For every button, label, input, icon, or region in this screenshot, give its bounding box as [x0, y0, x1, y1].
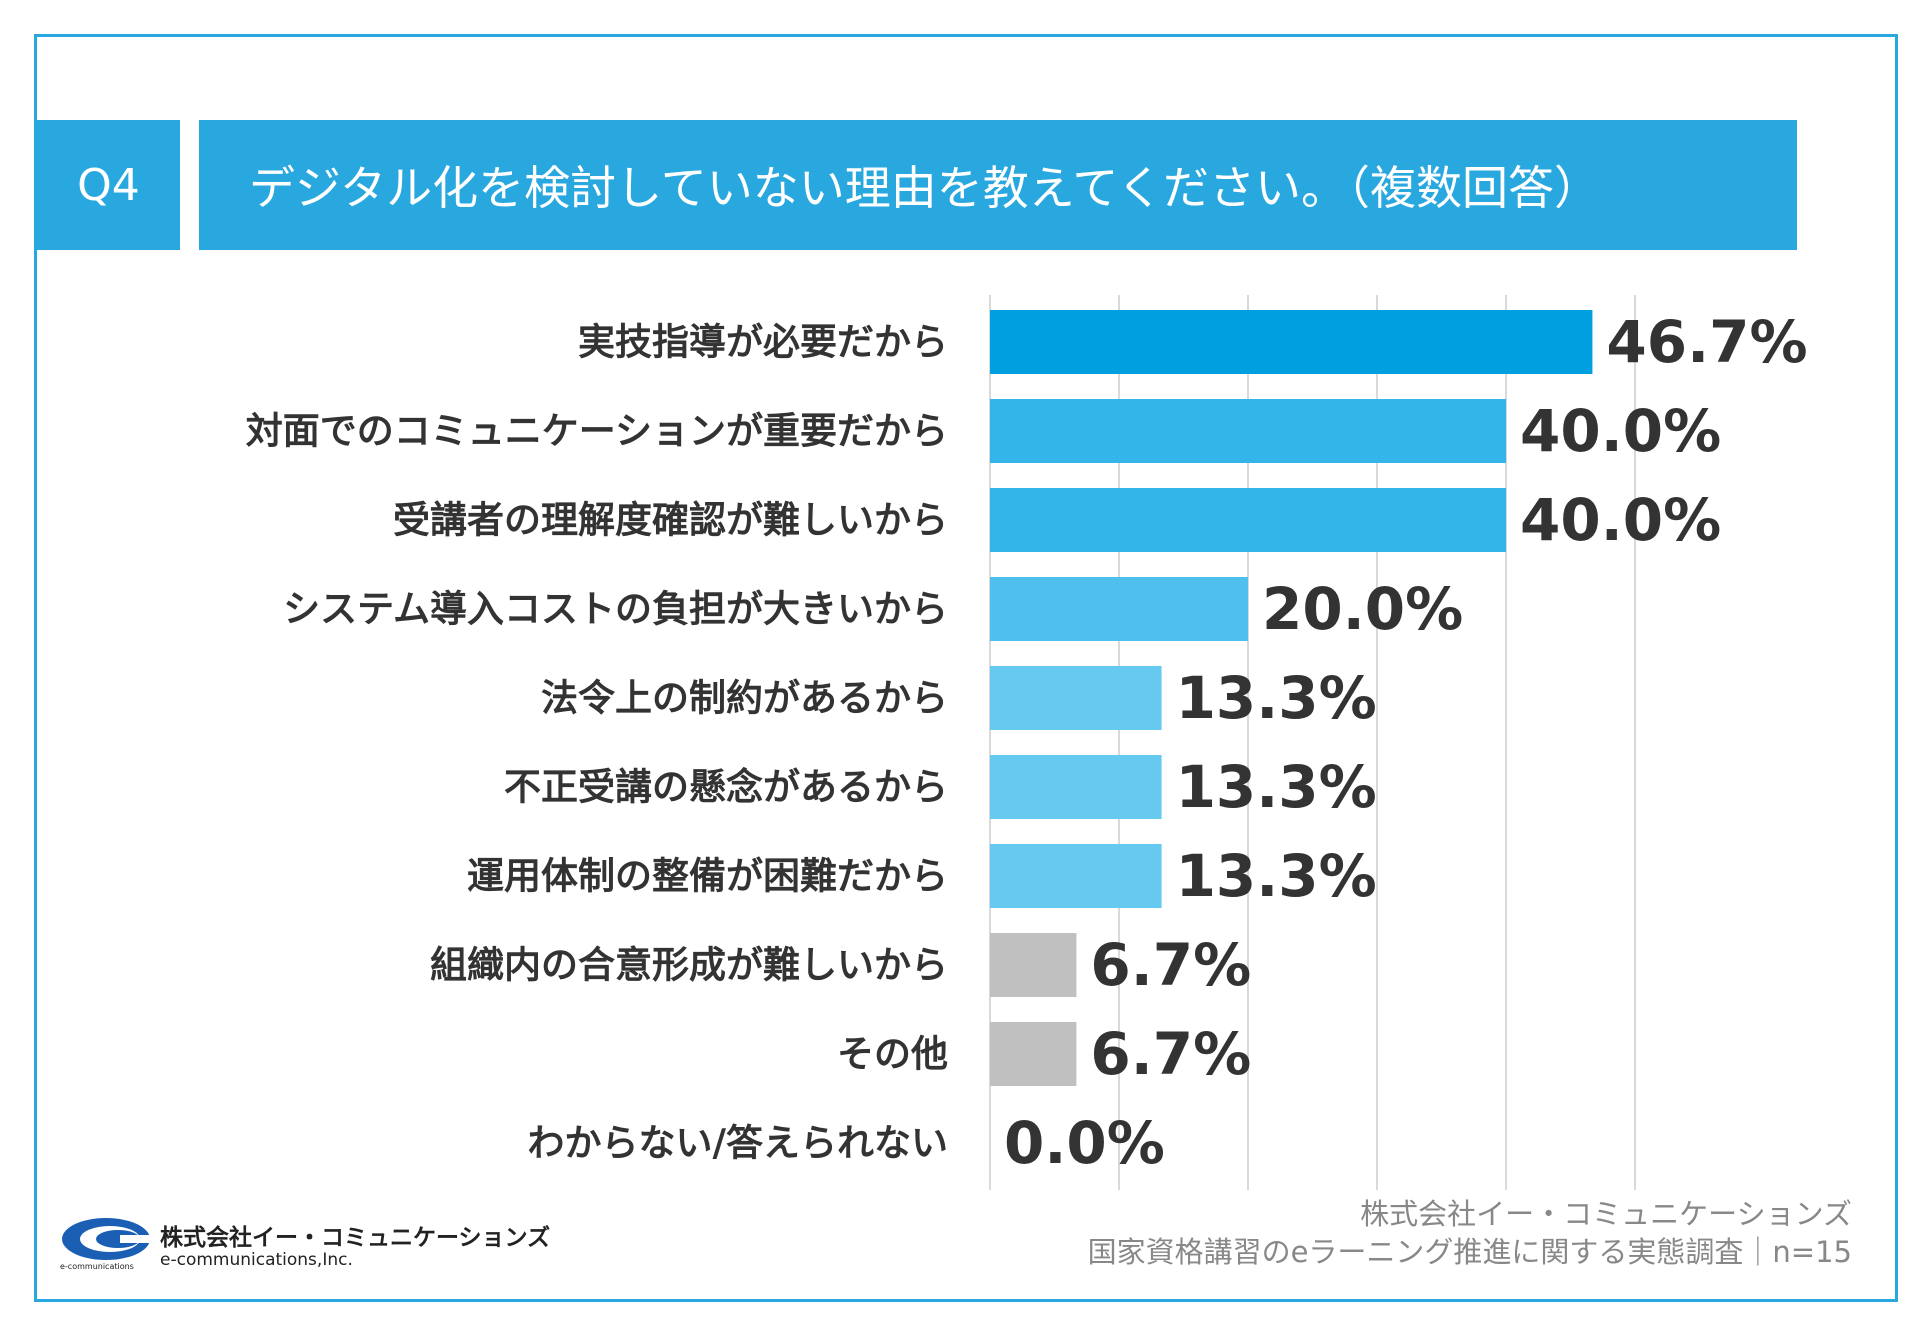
value-label: 20.0%: [1262, 575, 1463, 643]
category-label: わからない/答えられない: [527, 1122, 948, 1165]
category-label: 組織内の合意形成が難しいから: [430, 944, 948, 987]
source-note: 株式会社イー・コミュニケーションズ 国家資格講習のeラーニング推進に関する実態調…: [1088, 1195, 1852, 1271]
category-label: その他: [837, 1033, 948, 1076]
bar: [990, 755, 1162, 819]
value-label: 46.7%: [1606, 308, 1807, 376]
value-label: 6.7%: [1090, 931, 1251, 999]
bar: [990, 577, 1248, 641]
category-label: 実技指導が必要だから: [578, 321, 948, 364]
logo-small-text: e-communications: [60, 1262, 134, 1271]
bar: [990, 1022, 1077, 1086]
question-title: デジタル化を検討していない理由を教えてください。（複数回答）: [199, 120, 1797, 250]
bar: [990, 310, 1593, 374]
logo-company-name-en: e-communications,Inc.: [160, 1250, 353, 1270]
value-label: 13.3%: [1176, 842, 1377, 910]
category-label: 受講者の理解度確認が難しいから: [393, 499, 948, 542]
category-label: 運用体制の整備が困難だから: [467, 855, 948, 898]
value-label: 40.0%: [1520, 486, 1721, 554]
value-label: 13.3%: [1176, 664, 1377, 732]
logo-company-name: 株式会社イー・コミュニケーションズ: [160, 1225, 551, 1251]
value-label: 40.0%: [1520, 397, 1721, 465]
question-badge: Q4: [37, 120, 180, 250]
bar: [990, 844, 1162, 908]
value-label: 13.3%: [1176, 753, 1377, 821]
chart-frame: Q4 デジタル化を検討していない理由を教えてください。（複数回答）: [34, 34, 1898, 1302]
category-label: 対面でのコミュニケーションが重要だから: [246, 410, 948, 453]
logo-mark-icon: [62, 1218, 152, 1260]
bar: [990, 933, 1077, 997]
bar: [990, 488, 1506, 552]
value-label: 6.7%: [1090, 1020, 1251, 1088]
category-label: 不正受講の懸念があるから: [504, 766, 948, 809]
bar: [990, 666, 1162, 730]
bar: [990, 399, 1506, 463]
company-logo: e-communications 株式会社イー・コミュニケーションズ e-com…: [60, 1210, 560, 1280]
source-line-2: 国家資格講習のeラーニング推進に関する実態調査｜n=15: [1087, 1235, 1852, 1269]
value-label: 0.0%: [1004, 1109, 1165, 1177]
category-label: システム導入コストの負担が大きいから: [283, 588, 948, 631]
source-line-1: 株式会社イー・コミュニケーションズ: [1360, 1197, 1852, 1231]
category-label: 法令上の制約があるから: [541, 677, 948, 720]
